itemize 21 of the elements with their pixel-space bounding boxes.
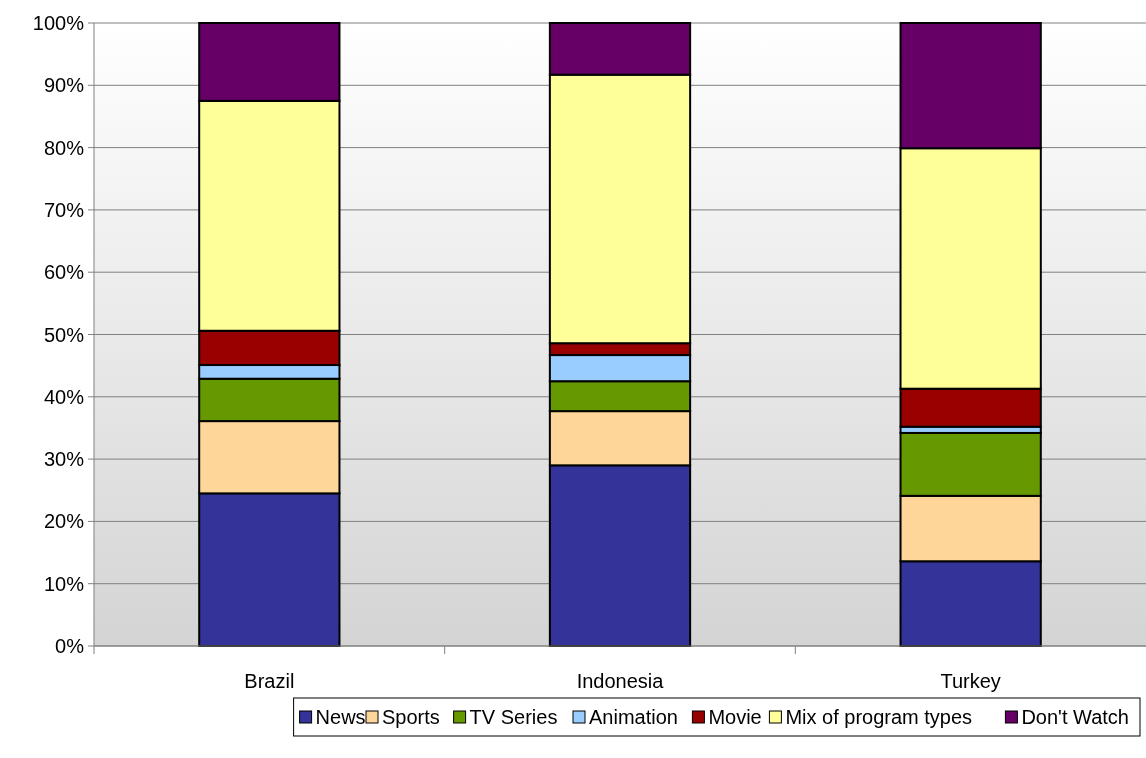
y-tick-label: 60% xyxy=(43,261,85,284)
legend-label: News xyxy=(315,706,366,728)
y-tick-label: 20% xyxy=(43,510,85,533)
legend-label: Animation xyxy=(589,706,678,728)
y-tick-label: 0% xyxy=(55,635,85,657)
legend-label: Sports xyxy=(382,706,440,728)
legend-label: Movie xyxy=(708,706,762,728)
legend-label: TV Series xyxy=(469,706,558,728)
y-tick-label: 90% xyxy=(43,74,85,97)
x-tick-label: Turkey xyxy=(940,670,1001,692)
x-tick-label: Brazil xyxy=(244,670,295,692)
legend-label: Don't Watch xyxy=(1021,706,1129,728)
y-tick-label: 100% xyxy=(32,12,85,34)
y-tick-label: 50% xyxy=(43,323,85,346)
y-tick-label: 10% xyxy=(43,572,85,595)
legend-label: Mix of program types xyxy=(785,706,973,728)
y-tick-label: 80% xyxy=(43,136,85,159)
x-tick-label: Indonesia xyxy=(576,670,665,692)
y-tick-label: 40% xyxy=(43,385,85,408)
y-tick-label: 30% xyxy=(43,448,85,471)
y-tick-label: 70% xyxy=(43,198,85,221)
